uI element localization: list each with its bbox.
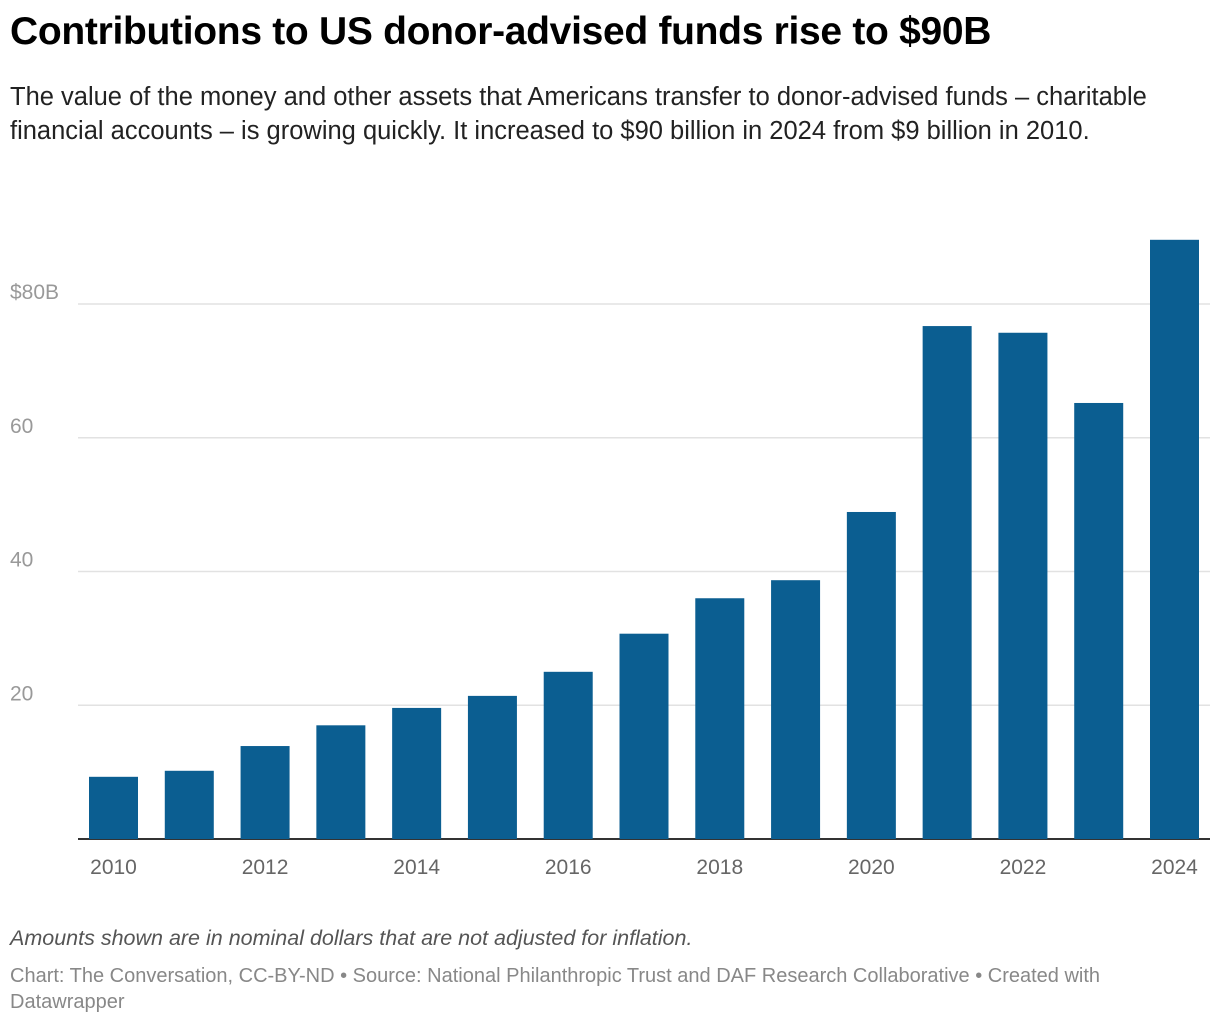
x-tick-label: 2012 [242,856,289,879]
x-axis-labels: 2010 2012 2014 2016 2018 2020 2022 2024 [90,856,1198,879]
bar-2017 [619,633,669,839]
y-axis-labels: 20 40 60 $80B [10,281,59,705]
y-tick-label: 60 [10,415,33,438]
x-tick-label: 2016 [545,856,592,879]
chart-note: Amounts shown are in nominal dollars tha… [10,926,693,950]
bar-2015 [467,695,517,839]
x-tick-label: 2010 [90,856,137,879]
bar-2022 [998,332,1048,839]
x-tick-label: 2020 [848,856,895,879]
bar-2020 [846,511,896,839]
x-tick-label: 2022 [1000,856,1047,879]
bar-2023 [1074,402,1124,839]
x-tick-label: 2018 [696,856,743,879]
y-tick-label: 40 [10,549,33,572]
x-tick-label: 2014 [393,856,440,879]
bar-2018 [695,598,745,839]
chart-subtitle: The value of the money and other assets … [10,83,1147,145]
bar-2021 [922,326,972,840]
bar-2010 [89,776,138,839]
bar-2012 [240,746,290,839]
bar-2024 [1150,239,1199,840]
chart-title: Contributions to US donor-advised funds … [10,10,992,53]
bar-2014 [392,707,442,839]
y-tick-label: $80B [10,281,59,304]
x-tick-label: 2024 [1151,856,1198,879]
bar-2013 [316,725,366,839]
bar-2019 [771,580,821,839]
bars [89,239,1199,840]
bar-2016 [543,671,593,839]
bar-2011 [164,770,214,839]
chart-footer: Chart: The Conversation, CC-BY-ND • Sour… [10,965,1101,1013]
y-tick-label: 20 [10,682,33,705]
